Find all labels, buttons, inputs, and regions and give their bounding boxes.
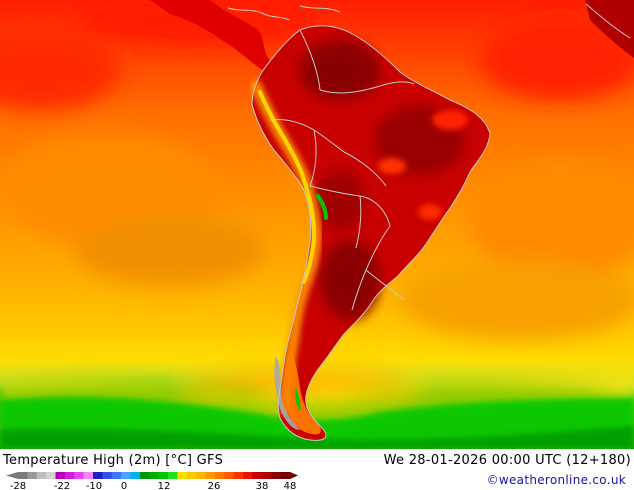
colorbar-swatch (168, 472, 178, 479)
colorbar-ticks: -28 -22 -10 0 12 26 38 48 (10, 481, 297, 490)
colorbar-left-arrow (6, 472, 18, 479)
caribbean-outlines (227, 3, 631, 39)
colorbar-tick-label: 38 (256, 481, 269, 490)
colorbar-tick-label: 12 (158, 481, 171, 490)
colorbar-tick-label: -22 (54, 481, 70, 490)
valid-time: We 28-01-2026 00:00 UTC (12+180) (383, 453, 631, 468)
colorbar-tick-label: 0 (121, 481, 127, 490)
colorbar-swatches (6, 472, 298, 479)
patagonia-cold-spot (295, 386, 301, 412)
country-borders (251, 25, 491, 441)
colorbar-swatch (177, 472, 188, 479)
colorbar-tick-label: -10 (86, 481, 102, 490)
africa-land (585, 0, 634, 58)
colorbar-swatch (93, 472, 103, 479)
colorbar-swatch (261, 472, 272, 479)
colorbar-swatch (280, 472, 291, 479)
colorbar-swatch (158, 472, 169, 479)
colorbar-swatch (149, 472, 159, 479)
colorbar-swatch (46, 472, 56, 479)
colorbar-swatch (55, 472, 66, 479)
colorbar-swatch (102, 472, 113, 479)
colorbar-swatch (214, 472, 225, 479)
colorbar-swatch (121, 472, 131, 479)
patagonia-warm (284, 350, 321, 435)
andes-cold-spot (316, 194, 328, 220)
colorbar-swatch (252, 472, 263, 479)
temperature-map (0, 0, 634, 449)
colorbar-swatch (74, 472, 84, 479)
colorbar-swatch (271, 472, 281, 479)
map-title: Temperature High (2m) [°C] GFS (3, 453, 224, 468)
colorbar-tick-label: -28 (10, 481, 26, 490)
colorbar-swatch (186, 472, 197, 479)
colorbar-swatch (224, 472, 235, 479)
map-footer: Temperature High (2m) [°C] GFS We 28-01-… (0, 449, 634, 490)
colorbar-swatch (243, 472, 253, 479)
colorbar-swatch (111, 472, 122, 479)
central-america-land (150, 0, 270, 70)
colorbar-swatch (83, 472, 94, 479)
colorbar-swatch (205, 472, 216, 479)
colorbar-swatch (18, 472, 28, 479)
map-canvas (0, 0, 634, 449)
colorbar-swatch (139, 472, 150, 479)
colorbar-swatch (196, 472, 206, 479)
colorbar-swatch (233, 472, 244, 479)
colorbar-swatch (64, 472, 75, 479)
andes-cool-ridge (258, 90, 317, 284)
hot-patches (378, 110, 468, 220)
colorbar-swatch (130, 472, 141, 479)
credit-link[interactable]: ©weatheronline.co.uk (486, 473, 626, 487)
colorbar-tick-label: 48 (284, 481, 297, 490)
colorbar-right-arrow (290, 472, 298, 479)
coldest-band (0, 426, 634, 449)
colorbar-swatch (27, 472, 38, 479)
colorbar-tick-label: 26 (208, 481, 221, 490)
colorbar-swatch (36, 472, 47, 479)
colorbar: -28 -22 -10 0 12 26 38 48 (6, 472, 298, 490)
